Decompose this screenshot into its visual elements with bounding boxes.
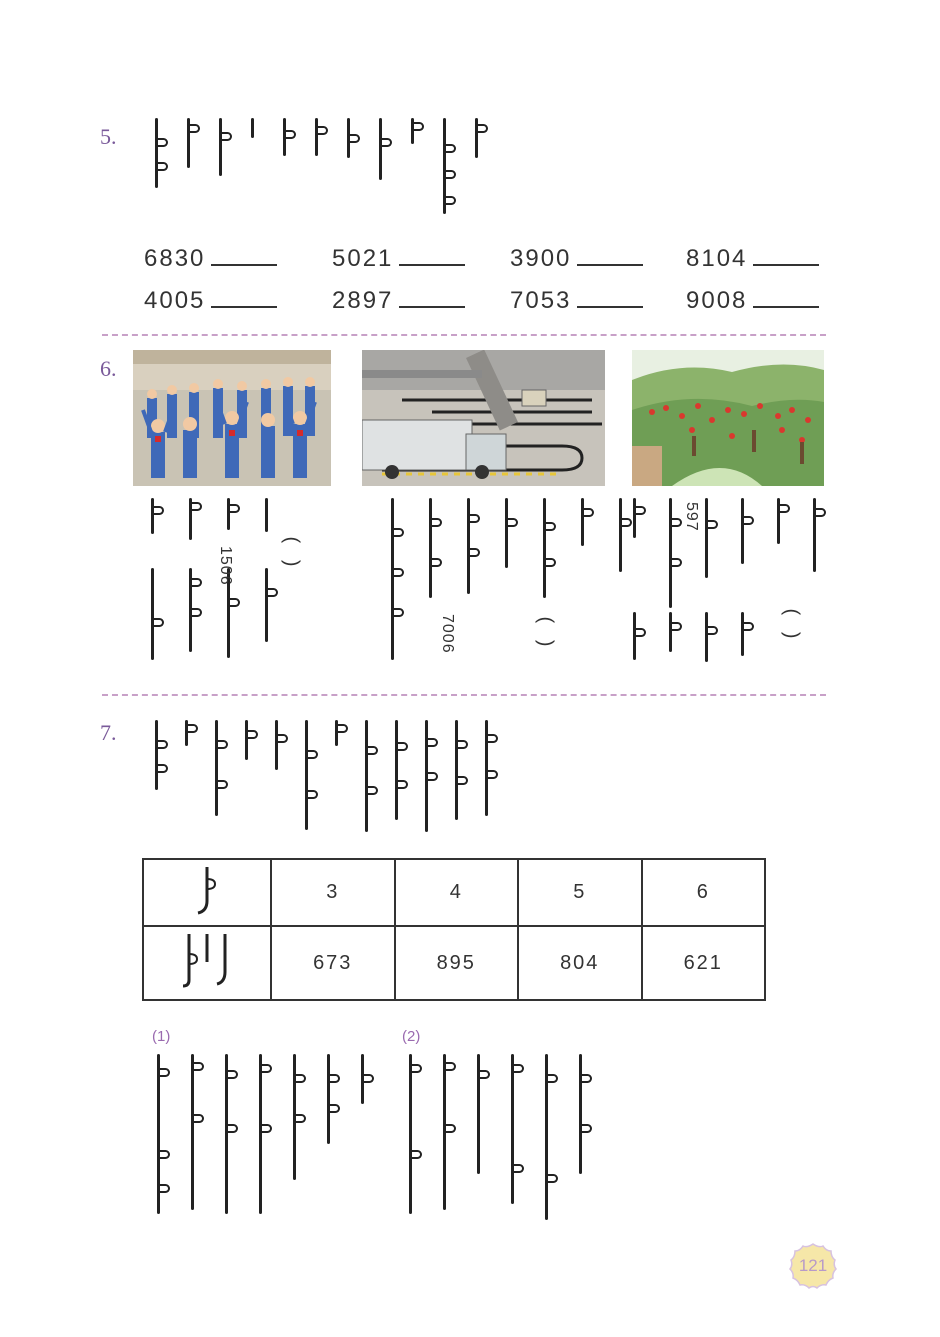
q5-row-1-col-3: 3900	[510, 245, 644, 273]
q5-row-1-col-4: 8104	[686, 245, 820, 273]
q6-answer-paren-1[interactable]: ( )	[280, 536, 303, 567]
q5-number: 8104	[686, 245, 748, 272]
q5-number: 9008	[686, 287, 748, 314]
q5-row-1-col-2: 5021	[332, 245, 466, 273]
q5-number: 7053	[510, 287, 572, 314]
table-cell: 804	[517, 925, 643, 1001]
q5-row-2-col-2: 2897	[332, 287, 466, 315]
q5-row-2: 4005	[144, 287, 278, 315]
q5-row-2-col-3: 7053	[510, 287, 644, 315]
table-cell: 4	[393, 857, 519, 928]
table-cell: 621	[640, 925, 766, 1001]
page-number: 121	[798, 1256, 828, 1275]
q6-answer-paren-2[interactable]: ( )	[534, 616, 557, 647]
table-cell: 673	[270, 925, 396, 1001]
answer-blank[interactable]	[399, 304, 466, 308]
answer-blank[interactable]	[577, 262, 644, 266]
students-exercising-picture	[133, 350, 331, 486]
mongolian-word-icon	[197, 866, 217, 915]
q6-number-1: 1506	[217, 546, 234, 586]
question-6-number: 6.	[100, 356, 117, 381]
table-cell: 895	[393, 925, 519, 1001]
table-row-header	[142, 925, 272, 1001]
question-5-number: 5.	[100, 124, 117, 149]
answer-blank[interactable]	[211, 304, 278, 308]
apple-orchard-picture	[632, 350, 824, 486]
table-cell: 6	[640, 857, 766, 928]
sub-question-1-label: (1)	[152, 1028, 171, 1045]
section-divider	[102, 694, 826, 696]
answer-blank[interactable]	[399, 262, 466, 266]
q5-number: 4005	[144, 287, 206, 314]
question-7-number: 7.	[100, 720, 117, 745]
page-number-badge-icon	[789, 1243, 837, 1289]
sub-question-2-label: (2)	[402, 1028, 421, 1045]
q5-number: 3900	[510, 245, 572, 272]
table-row: 3 4 5 6	[142, 857, 766, 928]
q6-number-2: 7006	[439, 614, 456, 654]
q5-row-2-col-4: 9008	[686, 287, 820, 315]
table-cell: 3	[270, 857, 396, 928]
table-cell: 5	[517, 857, 643, 928]
q5-number: 5021	[332, 245, 394, 272]
mongolian-word-icon	[182, 934, 227, 988]
section-divider	[102, 334, 826, 336]
answer-blank[interactable]	[211, 262, 278, 266]
table-row-header	[142, 857, 272, 928]
factory-trucks-picture	[362, 350, 605, 486]
answer-blank[interactable]	[753, 304, 820, 308]
answer-blank[interactable]	[577, 304, 644, 308]
answer-blank[interactable]	[753, 262, 820, 266]
q5-number: 2897	[332, 287, 394, 314]
table-row: 673 895 804 621	[142, 925, 766, 1001]
data-table: 3 4 5 6 673 895 804 621	[142, 857, 766, 1001]
q6-answer-paren-3[interactable]: ( )	[780, 608, 803, 639]
q5-number: 6830	[144, 245, 206, 272]
q6-number-3: 597	[683, 502, 700, 532]
q5-row-1: 6830	[144, 245, 278, 273]
